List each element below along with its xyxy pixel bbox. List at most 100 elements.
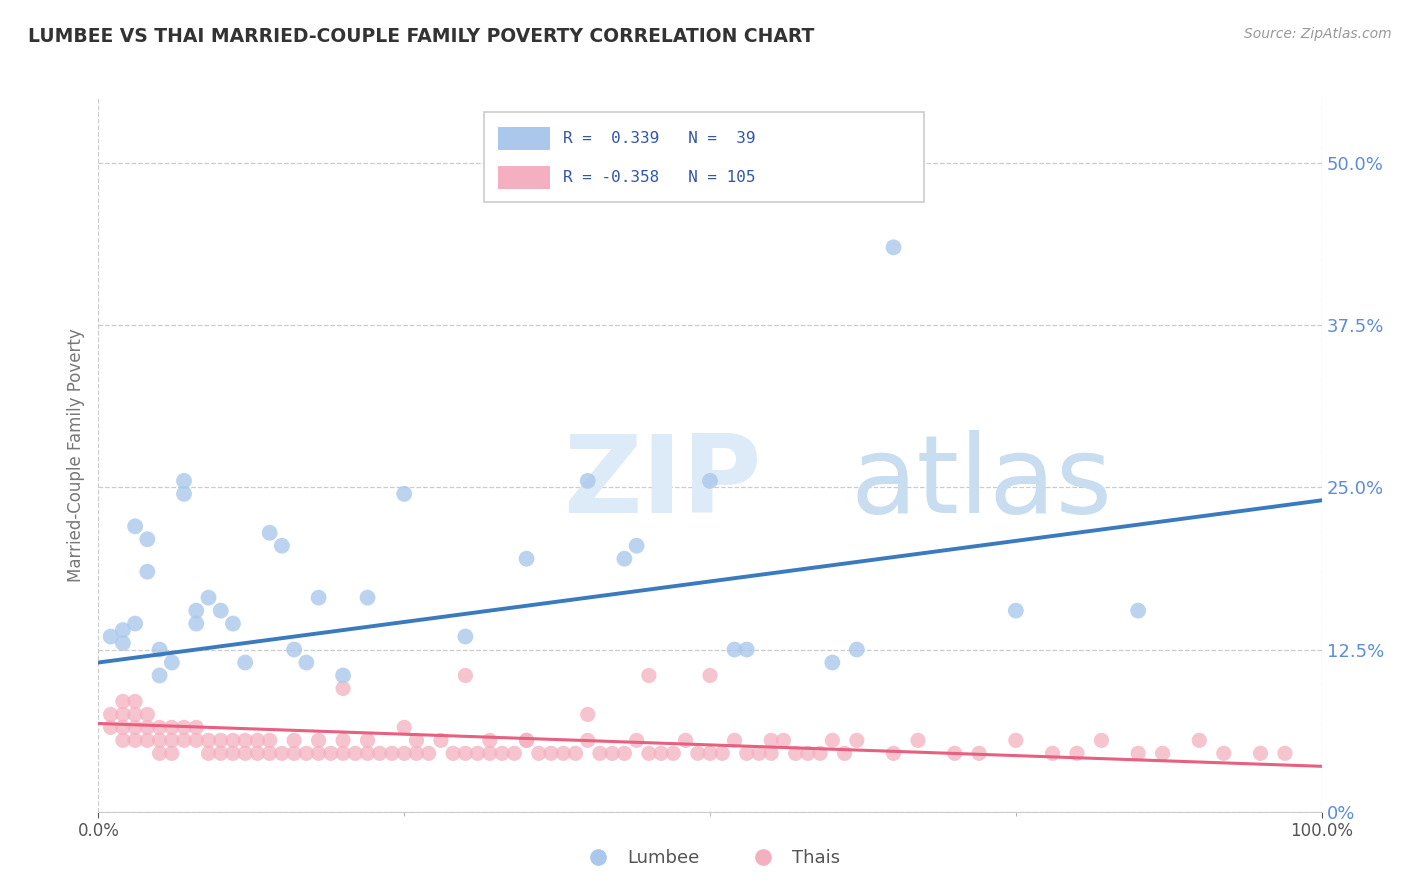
Point (637, 747, 661, 761)
Legend: Lumbee, Thais: Lumbee, Thais (574, 842, 846, 874)
Point (1274, 747, 1296, 761)
Point (111, 733, 134, 747)
Point (454, 630, 477, 644)
Point (761, 747, 783, 761)
Point (308, 733, 330, 747)
Point (527, 747, 550, 761)
Point (173, 474, 195, 488)
Text: R =  0.339   N =  39: R = 0.339 N = 39 (564, 131, 756, 146)
FancyBboxPatch shape (498, 128, 550, 150)
Point (136, 720, 159, 734)
Point (1128, 604, 1150, 618)
Point (553, 747, 575, 761)
Point (392, 720, 416, 734)
Point (136, 533, 159, 547)
Point (186, 733, 208, 747)
Point (259, 747, 281, 761)
Point (576, 733, 599, 747)
Point (478, 733, 501, 747)
Point (124, 694, 146, 708)
Point (761, 733, 783, 747)
Point (100, 630, 122, 644)
Point (222, 616, 245, 631)
Point (600, 747, 623, 761)
Point (821, 733, 844, 747)
Point (100, 707, 122, 722)
Point (392, 747, 416, 761)
Point (797, 747, 820, 761)
Point (368, 747, 391, 761)
Point (259, 525, 281, 540)
FancyBboxPatch shape (484, 112, 924, 202)
Point (1152, 747, 1174, 761)
Point (650, 747, 672, 761)
Point (735, 642, 758, 657)
Point (283, 747, 305, 761)
Point (209, 604, 232, 618)
Point (503, 747, 526, 761)
Point (845, 642, 868, 657)
Point (149, 720, 172, 734)
Point (160, 733, 183, 747)
Point (405, 733, 427, 747)
Point (270, 539, 294, 553)
Point (233, 656, 256, 670)
Point (356, 747, 378, 761)
Point (259, 733, 281, 747)
Point (1128, 747, 1150, 761)
Point (1042, 747, 1064, 761)
Point (1188, 733, 1211, 747)
Point (111, 694, 134, 708)
Text: R = -0.358   N = 105: R = -0.358 N = 105 (564, 169, 756, 185)
Point (124, 707, 146, 722)
Point (136, 565, 159, 579)
Point (124, 616, 146, 631)
Point (1066, 747, 1088, 761)
Point (332, 747, 354, 761)
Point (111, 636, 134, 650)
Y-axis label: Married-Couple Family Poverty: Married-Couple Family Poverty (66, 328, 84, 582)
Point (748, 747, 770, 761)
Point (160, 747, 183, 761)
Point (186, 616, 208, 631)
Point (332, 681, 354, 696)
Point (356, 591, 378, 605)
Point (637, 668, 661, 682)
Point (124, 519, 146, 533)
Point (344, 747, 367, 761)
Point (418, 747, 440, 761)
Point (283, 733, 305, 747)
Point (209, 747, 232, 761)
Point (845, 733, 868, 747)
Point (173, 720, 195, 734)
Point (233, 747, 256, 761)
Point (197, 591, 219, 605)
Text: ZIP: ZIP (564, 431, 762, 536)
Point (564, 747, 586, 761)
Point (576, 707, 599, 722)
Point (209, 733, 232, 747)
Point (149, 668, 172, 682)
Point (699, 747, 721, 761)
Point (943, 747, 966, 761)
Point (613, 551, 636, 566)
Point (515, 733, 537, 747)
Point (186, 604, 208, 618)
Point (785, 747, 807, 761)
Point (197, 733, 219, 747)
Point (1004, 733, 1026, 747)
Point (821, 656, 844, 670)
Point (381, 747, 404, 761)
Point (295, 747, 318, 761)
Point (1004, 604, 1026, 618)
Point (246, 733, 269, 747)
Point (515, 551, 537, 566)
Point (270, 747, 294, 761)
Point (772, 733, 794, 747)
Point (699, 474, 721, 488)
Point (1212, 747, 1234, 761)
Point (149, 747, 172, 761)
Point (723, 642, 745, 657)
FancyBboxPatch shape (498, 166, 550, 189)
Point (283, 642, 305, 657)
